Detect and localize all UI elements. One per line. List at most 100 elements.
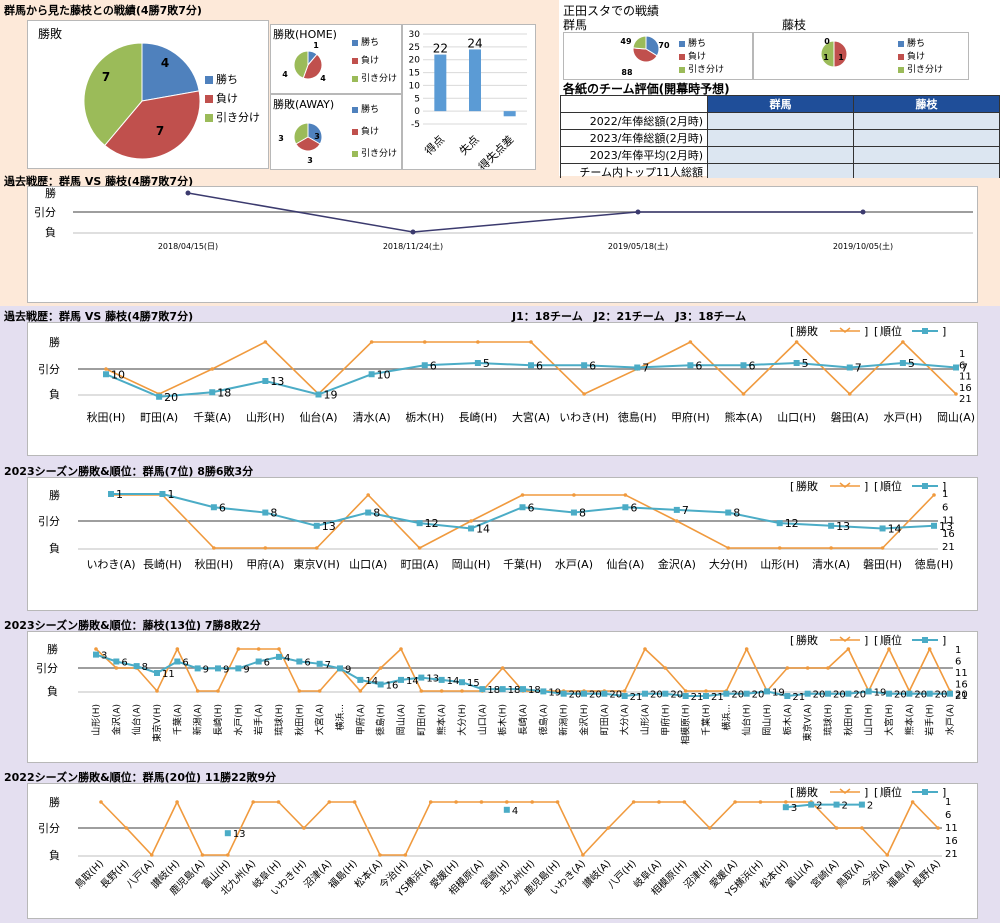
rank-point — [503, 806, 510, 813]
past-result-point — [410, 229, 416, 235]
rank-data-label: 20 — [833, 690, 846, 701]
goals-panel: -5 0 5 10 15 20 25 30 22 得点 24 失点 得失点差 — [402, 24, 536, 170]
result-point — [733, 800, 737, 804]
rank-data-label: 19 — [772, 687, 785, 698]
past-result-point — [635, 209, 641, 215]
rank-point — [296, 658, 303, 665]
result-axis-label: 引分 — [38, 821, 60, 835]
rank-point — [793, 360, 800, 366]
eval-row-label: チーム内トップ11人総額 — [560, 163, 708, 181]
rank-data-label: 6 — [182, 658, 188, 669]
rank-point — [519, 504, 526, 511]
rank-point — [418, 674, 425, 681]
rank-point — [782, 804, 789, 811]
category-label: 長野(A) — [910, 858, 943, 891]
rank-data-label: 7 — [682, 504, 689, 517]
category-label: 清水(A) — [353, 411, 391, 424]
pie-slice — [293, 122, 309, 145]
past-result-point — [185, 190, 191, 196]
result-axis-label: 負 — [47, 685, 58, 698]
category-label: 徳島(A) — [537, 704, 549, 735]
rank-point — [621, 693, 628, 699]
rank-data-label: 20 — [894, 690, 907, 701]
rank-data-label: 10 — [111, 368, 125, 381]
legend-swatch — [205, 114, 213, 122]
result-point — [236, 647, 241, 651]
rank-point — [723, 690, 730, 697]
pie-value-label: 3 — [314, 132, 320, 141]
result-point — [422, 340, 427, 344]
result-point — [520, 493, 525, 497]
result-point — [682, 800, 687, 804]
category-label: 水戸(A) — [555, 558, 593, 571]
rank-tick-label: 6 — [955, 657, 961, 668]
rank-data-label: 14 — [447, 676, 460, 687]
eval-row-label: 2023/年俸平均(2月時) — [560, 146, 708, 164]
legend-swatch — [352, 76, 358, 82]
category-label: 山口(A) — [477, 704, 488, 735]
result-point — [623, 493, 628, 497]
result-point — [880, 546, 885, 550]
result-point — [704, 689, 708, 693]
rank-point — [743, 690, 750, 697]
category-label: 大宮(H) — [883, 704, 895, 736]
rank-data-label: 20 — [914, 690, 927, 701]
rank-point — [276, 653, 282, 660]
y-tick-label: 0 — [414, 107, 420, 117]
result-axis-label: 勝 — [49, 488, 60, 502]
legend-swatch — [898, 67, 904, 73]
rank-point — [581, 362, 588, 369]
rank-data-label: 8 — [733, 507, 740, 520]
result-point — [195, 689, 200, 693]
rank-data-label: 6 — [589, 359, 596, 372]
rank-data-label: 20 — [670, 690, 683, 701]
legend-label: 引き分け — [907, 64, 943, 75]
rank-point — [316, 660, 323, 667]
x-tick-label: 2018/04/15(日) — [158, 242, 218, 251]
eval-cell — [707, 112, 854, 130]
legend-swatch — [352, 40, 358, 46]
result-point — [277, 647, 281, 651]
rank-point — [365, 509, 372, 516]
legend-result-marker — [839, 327, 851, 333]
rank-data-label: 12 — [425, 517, 439, 530]
rank-point — [828, 522, 835, 529]
legend-rank-marker — [922, 483, 928, 489]
rank-data-label: 1 — [167, 488, 174, 501]
rank-point — [784, 693, 791, 699]
rank-data-label: 13 — [939, 520, 953, 533]
legend-bracket: [ — [790, 786, 794, 799]
rank-point — [209, 389, 216, 396]
rank-data-label: 2 — [816, 801, 822, 812]
result-point — [366, 493, 370, 497]
rank-data-label: 8 — [142, 662, 148, 673]
legend-swatch — [352, 129, 358, 135]
legend-bracket: [ — [874, 786, 878, 799]
category-label: 山形(H) — [90, 704, 102, 736]
result-axis-label: 勝 — [47, 642, 58, 656]
pie-slice — [141, 42, 200, 102]
result-point — [226, 853, 230, 857]
result-point — [688, 340, 693, 344]
rank-data-label: 7 — [642, 362, 649, 375]
rank-tick-label: 16 — [945, 836, 958, 847]
legend-label: 負け — [216, 92, 238, 105]
result-point — [794, 340, 799, 344]
s2022g-panel: 勝引分負 1 6 11 16 21[勝敗][順位] 3 6 8 11 6 9 9 9 6 4 6 7 9 14 16 14… — [27, 631, 978, 763]
legend-label: 引き分け — [361, 73, 397, 84]
rank-data-label: 3 — [791, 803, 797, 814]
rank-data-label: 20 — [650, 690, 663, 701]
result-point — [785, 666, 790, 670]
result-point — [256, 647, 261, 651]
rank-tick-label: 21 — [959, 394, 972, 405]
category-label: 新潟(H) — [558, 704, 570, 736]
rank-point — [520, 686, 526, 693]
rank-tick-label: 1 — [959, 349, 965, 360]
rank-point — [154, 670, 160, 676]
result-axis-label: 負 — [45, 226, 56, 239]
pie-slice — [104, 90, 201, 160]
